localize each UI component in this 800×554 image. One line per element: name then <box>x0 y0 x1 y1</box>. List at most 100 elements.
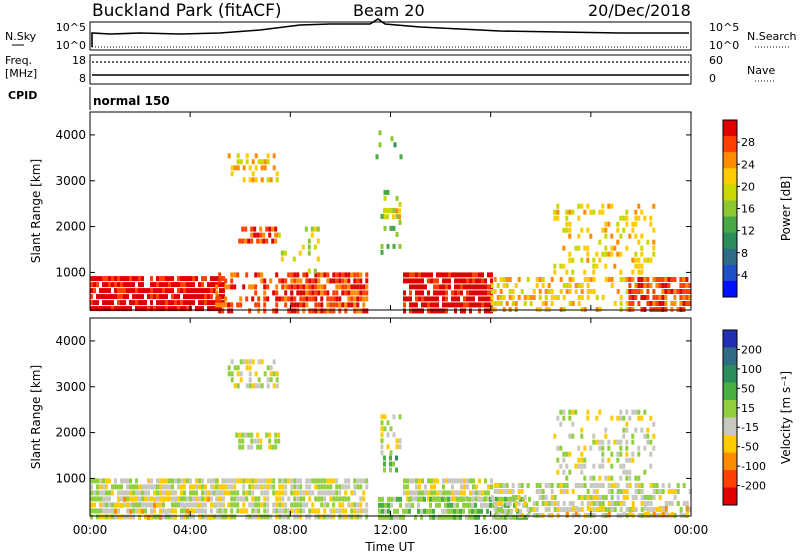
heatmap-cell <box>685 277 689 282</box>
heatmap-cell <box>505 283 509 288</box>
heatmap-cell <box>592 439 596 445</box>
heatmap-cell <box>356 302 360 308</box>
freq-unit: [MHz] <box>5 67 37 80</box>
heatmap-cell <box>664 501 668 506</box>
heatmap-cell <box>637 451 641 457</box>
x-tick-label: 08:00 <box>273 523 308 537</box>
heatmap-cell <box>180 508 183 514</box>
heatmap-cell <box>462 508 465 514</box>
heatmap-cell <box>275 383 279 389</box>
heatmap-cell <box>667 489 671 494</box>
heatmap-cell <box>601 251 605 257</box>
heatmap-cell <box>565 209 569 215</box>
heatmap-cell <box>141 508 144 514</box>
heatmap-cell <box>577 233 581 239</box>
heatmap-cell <box>688 295 692 300</box>
heatmap-cell <box>174 294 177 300</box>
heatmap-cell <box>241 432 245 438</box>
heatmap-cell <box>99 306 102 312</box>
heatmap-cell <box>475 284 478 290</box>
heatmap-cell <box>634 495 638 500</box>
heatmap-cell <box>601 295 605 300</box>
heatmap-cell <box>430 272 433 278</box>
heatmap-cell <box>123 300 126 306</box>
heatmap-cell <box>438 502 441 508</box>
heatmap-cell <box>222 294 225 300</box>
heatmap-cell <box>314 508 318 514</box>
heatmap-cell <box>406 272 409 278</box>
heatmap-cell <box>227 308 231 314</box>
colorbar-tick-label: -200 <box>741 480 766 493</box>
heatmap-cell <box>162 502 165 508</box>
heatmap-cell <box>589 289 593 294</box>
x-tick-label: 00:00 <box>73 523 108 537</box>
heatmap-cell <box>427 302 430 308</box>
heatmap-cell <box>457 296 460 302</box>
heatmap-cell <box>565 475 569 481</box>
colorbar-swatch <box>723 330 737 348</box>
heatmap-cell <box>454 302 457 308</box>
heatmap-cell <box>323 284 327 290</box>
heatmap-cell <box>244 226 248 232</box>
heatmap-cell <box>356 502 360 508</box>
heatmap-cell <box>571 433 575 439</box>
heatmap-cell <box>177 502 180 508</box>
heatmap-cell <box>242 478 246 484</box>
heatmap-cell <box>365 478 369 484</box>
heatmap-cell <box>625 507 629 512</box>
heatmap-cell <box>230 371 234 377</box>
heatmap-cell <box>216 514 219 520</box>
heatmap-cell <box>568 233 572 239</box>
heatmap-cell <box>559 421 563 427</box>
heatmap-cell <box>456 508 459 514</box>
heatmap-cell <box>625 245 629 251</box>
heatmap-cell <box>254 302 258 308</box>
heatmap-cell <box>323 496 327 502</box>
heatmap-cell <box>595 483 599 488</box>
heatmap-cell <box>454 308 457 314</box>
heatmap-cell <box>408 496 411 502</box>
heatmap-cell <box>418 290 421 296</box>
heatmap-cell <box>556 483 560 488</box>
heatmap-cell <box>652 203 656 209</box>
heatmap-cell <box>646 283 650 288</box>
heatmap-cell <box>296 302 300 308</box>
heatmap-cell <box>284 302 288 308</box>
colorbar-tick-label: 24 <box>741 158 755 171</box>
colorbar-swatch <box>723 120 737 137</box>
heatmap-cell <box>250 232 254 238</box>
heatmap-cell <box>427 296 430 302</box>
heatmap-cell <box>433 302 436 308</box>
heatmap-cell <box>227 302 231 308</box>
heatmap-cell <box>238 438 242 444</box>
heatmap-cell <box>439 308 442 314</box>
heatmap-cell <box>129 496 132 502</box>
heatmap-cell <box>195 496 198 502</box>
heatmap-cell <box>332 496 336 502</box>
heatmap-cell <box>120 294 123 300</box>
heatmap-cell <box>465 514 468 520</box>
heatmap-cell <box>553 269 557 275</box>
heatmap-cell <box>610 495 614 500</box>
heatmap-cell <box>631 221 635 227</box>
heatmap-cell <box>392 243 396 249</box>
heatmap-cell <box>646 495 650 500</box>
heatmap-cell <box>682 483 686 488</box>
heatmap-cell <box>253 438 257 444</box>
heatmap-cell <box>168 490 171 496</box>
heatmap-cell <box>314 484 318 490</box>
heatmap-cell <box>120 484 123 490</box>
heatmap-cell <box>117 502 120 508</box>
heatmap-cell <box>278 502 282 508</box>
heatmap-cell <box>640 251 644 257</box>
heatmap-cell <box>474 514 477 520</box>
heatmap-cell <box>526 507 530 512</box>
heatmap-cell <box>341 484 345 490</box>
heatmap-cell <box>159 478 162 484</box>
heatmap-cell <box>275 502 279 508</box>
heatmap-cell <box>574 289 578 294</box>
heatmap-cell <box>256 438 260 444</box>
heatmap-cell <box>177 282 180 288</box>
heatmap-cell <box>496 283 500 288</box>
heatmap-cell <box>245 272 249 278</box>
